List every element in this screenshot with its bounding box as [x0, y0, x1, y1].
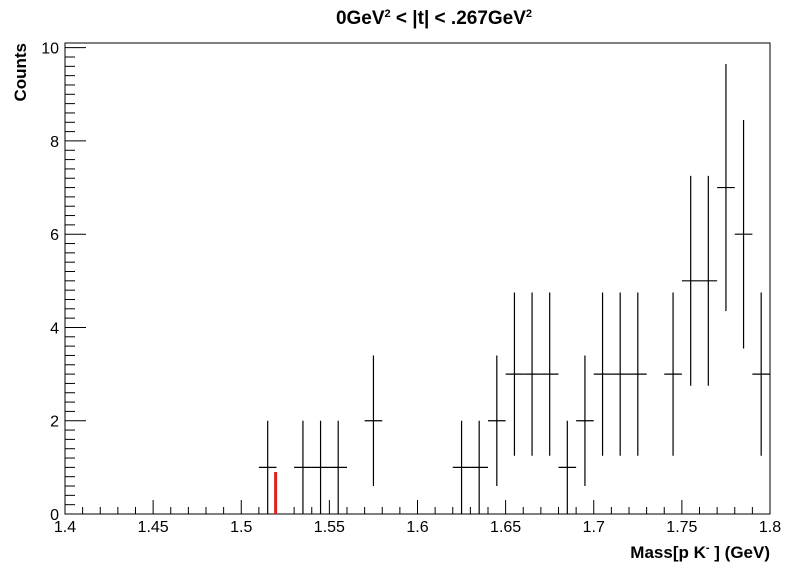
y-tick-label: 0: [50, 507, 59, 524]
x-tick-label: 1.4: [54, 519, 76, 536]
y-tick-label: 2: [50, 414, 59, 431]
data-point: [664, 292, 682, 456]
data-point: [364, 355, 383, 487]
data-point: [540, 292, 559, 456]
y-tick-label: 6: [50, 227, 59, 244]
data-point: [611, 292, 629, 456]
data-points: [258, 63, 770, 514]
data-point: [258, 420, 277, 514]
y-axis-label: Counts: [11, 43, 30, 102]
data-point: [717, 63, 735, 312]
data-point: [470, 420, 488, 514]
x-tick-label: 1.5: [230, 519, 252, 536]
y-tick-label: 4: [50, 320, 59, 337]
x-tick-label: 1.55: [314, 519, 345, 536]
x-tick-label: 1.75: [666, 519, 697, 536]
data-point: [629, 292, 647, 456]
data-point: [294, 420, 312, 514]
x-tick-label: 1.6: [406, 519, 428, 536]
x-tick-label: 1.45: [138, 519, 169, 536]
data-point: [452, 420, 471, 514]
x-tick-label: 1.65: [490, 519, 521, 536]
data-point: [593, 292, 612, 456]
data-point: [329, 420, 347, 514]
data-point: [311, 420, 330, 514]
y-tick-label: 10: [41, 41, 59, 58]
data-point: [523, 292, 541, 456]
data-point: [699, 175, 718, 386]
x-axis-label: Mass[p K- ] (GeV): [630, 542, 770, 562]
x-tick-label: 1.7: [583, 519, 605, 536]
chart-title: 0GeV2 < |t| < .267GeV2: [336, 8, 532, 29]
y-axis-ticks: 0 2 4 6 8 10: [41, 41, 86, 524]
data-point: [681, 175, 700, 386]
data-point: [488, 355, 506, 487]
data-point: [752, 292, 770, 456]
data-point: [558, 420, 577, 514]
data-point: [505, 292, 524, 456]
x-axis-ticks: 1.4 1.45 1.5 1.55 1.6 1.65 1.7 1.75 1.8: [54, 500, 781, 536]
data-point: [576, 355, 594, 487]
x-tick-label: 1.8: [759, 519, 781, 536]
data-point: [734, 119, 753, 349]
plot-frame: [64, 42, 771, 515]
y-tick-label: 8: [50, 134, 59, 151]
